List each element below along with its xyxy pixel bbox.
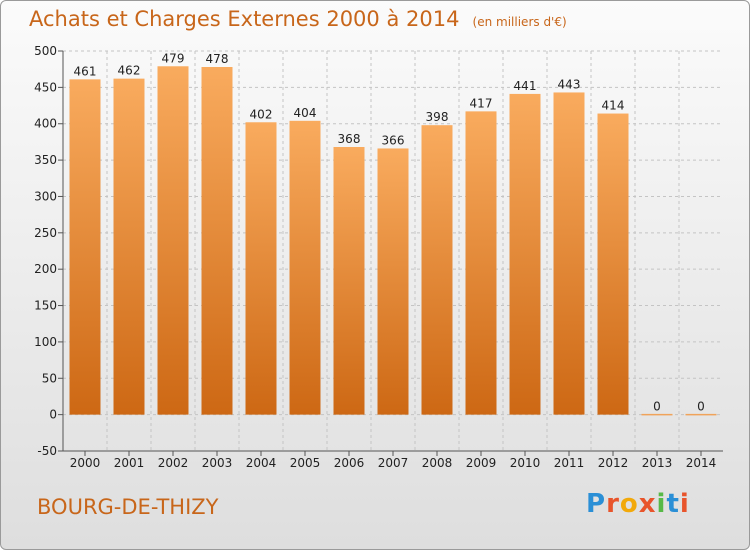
- y-tick-label: 100: [34, 335, 57, 349]
- bar: [69, 79, 101, 415]
- y-tick-label: 450: [34, 80, 57, 94]
- x-tick-label: 2001: [114, 456, 145, 470]
- x-tick-label: 2008: [422, 456, 453, 470]
- chart-title: Achats et Charges Externes 2000 à 2014: [29, 7, 460, 31]
- logo-letter: i: [679, 489, 690, 519]
- bar: [377, 148, 409, 415]
- logo-letter: i: [656, 489, 667, 519]
- data-label: 398: [426, 110, 449, 124]
- bar: [509, 93, 541, 415]
- proxiti-logo[interactable]: Proxiti: [586, 489, 690, 519]
- logo-letter: o: [619, 489, 639, 519]
- logo-letter: P: [586, 489, 607, 519]
- x-tick-label: 2007: [378, 456, 409, 470]
- y-tick-label: 350: [34, 153, 57, 167]
- bar: [289, 120, 321, 415]
- x-tick-label: 2000: [70, 456, 101, 470]
- x-tick-label: 2006: [334, 456, 365, 470]
- x-tick-label: 2003: [202, 456, 233, 470]
- x-tick-label: 2013: [642, 456, 673, 470]
- bar: [597, 113, 629, 415]
- bar: [553, 92, 585, 415]
- x-tick-label: 2009: [466, 456, 497, 470]
- data-label: 0: [697, 400, 705, 414]
- y-tick-label: 400: [34, 117, 57, 131]
- logo-letter: t: [666, 489, 680, 519]
- y-tick-label: 0: [49, 408, 57, 422]
- bar: [421, 125, 453, 415]
- bar: [641, 413, 673, 416]
- chart-title-row: Achats et Charges Externes 2000 à 2014 (…: [29, 7, 567, 31]
- y-tick-label: 500: [34, 44, 57, 58]
- bar: [465, 111, 497, 415]
- x-tick-label: 2011: [554, 456, 585, 470]
- x-tick-label: 2004: [246, 456, 277, 470]
- y-tick-label: 50: [42, 371, 57, 385]
- y-tick-label: 300: [34, 189, 57, 203]
- data-label: 479: [162, 51, 185, 65]
- data-label: 368: [338, 132, 361, 146]
- data-label: 443: [558, 77, 581, 91]
- data-label: 441: [514, 79, 537, 93]
- y-tick-label: -50: [37, 444, 57, 458]
- data-label: 462: [118, 64, 141, 78]
- y-tick-label: 150: [34, 299, 57, 313]
- logo-letter: x: [638, 489, 657, 519]
- y-tick-label: 200: [34, 262, 57, 276]
- data-label: 478: [206, 52, 229, 66]
- data-label: 404: [294, 106, 317, 120]
- bar: [157, 66, 189, 415]
- bar: [333, 147, 365, 415]
- city-name: BOURG-DE-THIZY: [37, 495, 219, 519]
- data-label: 0: [653, 400, 661, 414]
- data-label: 402: [250, 107, 273, 121]
- bar: [201, 67, 233, 415]
- bar: [685, 413, 717, 416]
- bar: [245, 122, 277, 415]
- x-tick-label: 2012: [598, 456, 629, 470]
- bar: [113, 78, 145, 415]
- data-label: 366: [382, 133, 405, 147]
- data-label: 414: [602, 99, 625, 113]
- y-tick-label: 250: [34, 226, 57, 240]
- x-tick-label: 2014: [686, 456, 717, 470]
- x-tick-label: 2010: [510, 456, 541, 470]
- chart-unit: (en milliers d'€): [472, 15, 567, 29]
- x-tick-label: 2002: [158, 456, 189, 470]
- data-label: 417: [470, 96, 493, 110]
- logo-letter: r: [606, 489, 620, 519]
- x-tick-label: 2005: [290, 456, 321, 470]
- data-label: 461: [74, 64, 97, 78]
